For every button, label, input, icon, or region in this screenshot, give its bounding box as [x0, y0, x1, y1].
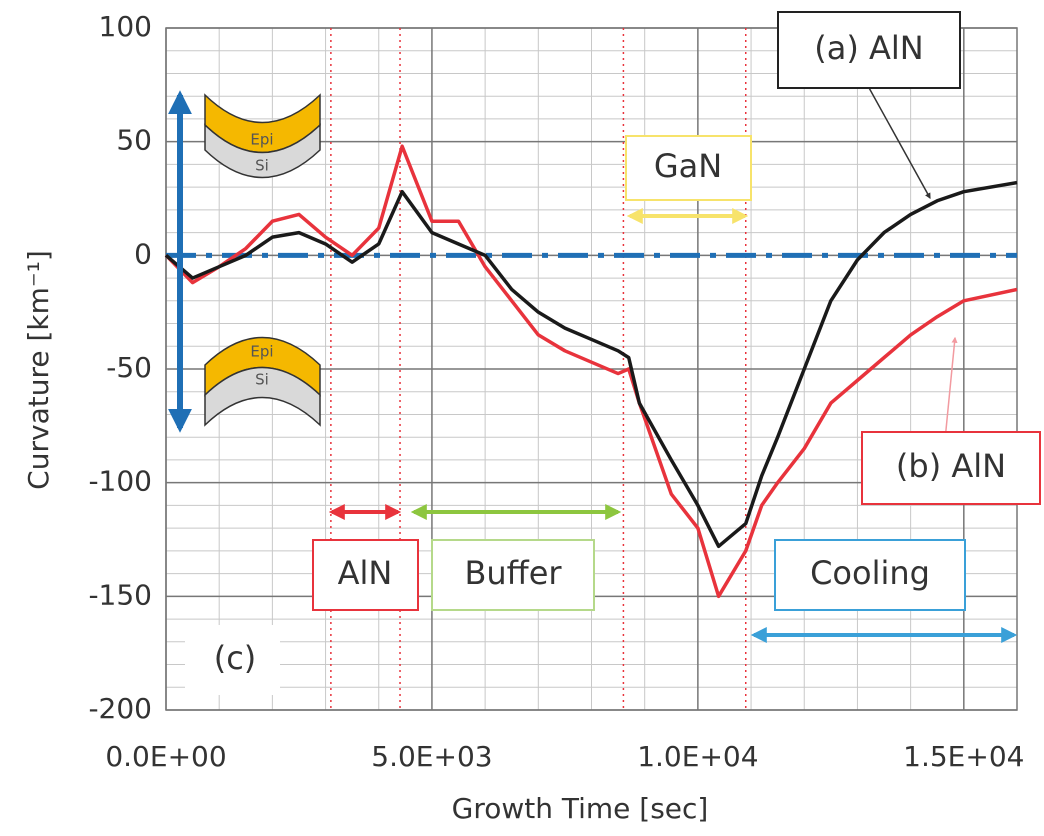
label-box	[861, 431, 1041, 505]
series-line	[164, 144, 1018, 599]
y-tick-label: 100	[99, 10, 152, 43]
panel-label: (c)	[214, 639, 257, 677]
label-box	[777, 11, 961, 89]
plot	[164, 28, 1018, 710]
phase-label: GaN	[654, 147, 722, 185]
x-tick-label: 1.5E+04	[903, 740, 1024, 773]
x-tick-label: 0.0E+00	[105, 740, 226, 773]
y-tick-label: 50	[116, 124, 152, 157]
y-axis-title: Curvature [km⁻¹]	[22, 250, 55, 490]
phase-label: Cooling	[810, 554, 930, 592]
plot-frame	[165, 27, 1018, 711]
y-tick-label: -50	[106, 351, 152, 384]
series-line	[164, 180, 1018, 549]
y-tick-label: -200	[88, 692, 152, 725]
x-axis-title: Growth Time [sec]	[452, 792, 709, 825]
label-box	[312, 539, 419, 611]
phase-label: Buffer	[464, 554, 562, 592]
label-box	[625, 135, 752, 201]
arrows	[168, 85, 1018, 643]
y-tick-label: -150	[88, 578, 152, 611]
layer-label: Si	[255, 371, 269, 389]
y-tick-label: -100	[88, 465, 152, 498]
y-tick-label: 0	[134, 237, 152, 270]
label-box	[774, 539, 966, 611]
series-label: (a) AlN	[814, 29, 923, 67]
x-tick-label: 5.0E+03	[371, 740, 492, 773]
series-label: (b) AlN	[896, 447, 1006, 485]
layer-label: Epi	[250, 131, 273, 149]
label-box	[431, 539, 595, 611]
panel-bg	[185, 625, 280, 695]
substrate-icon-concave	[204, 93, 321, 179]
layer-label: Si	[255, 157, 269, 175]
layer-label: Epi	[250, 343, 273, 361]
x-tick-label: 1.0E+04	[637, 740, 758, 773]
substrate-icon-convex	[204, 336, 321, 427]
phase-label: AlN	[338, 554, 393, 592]
